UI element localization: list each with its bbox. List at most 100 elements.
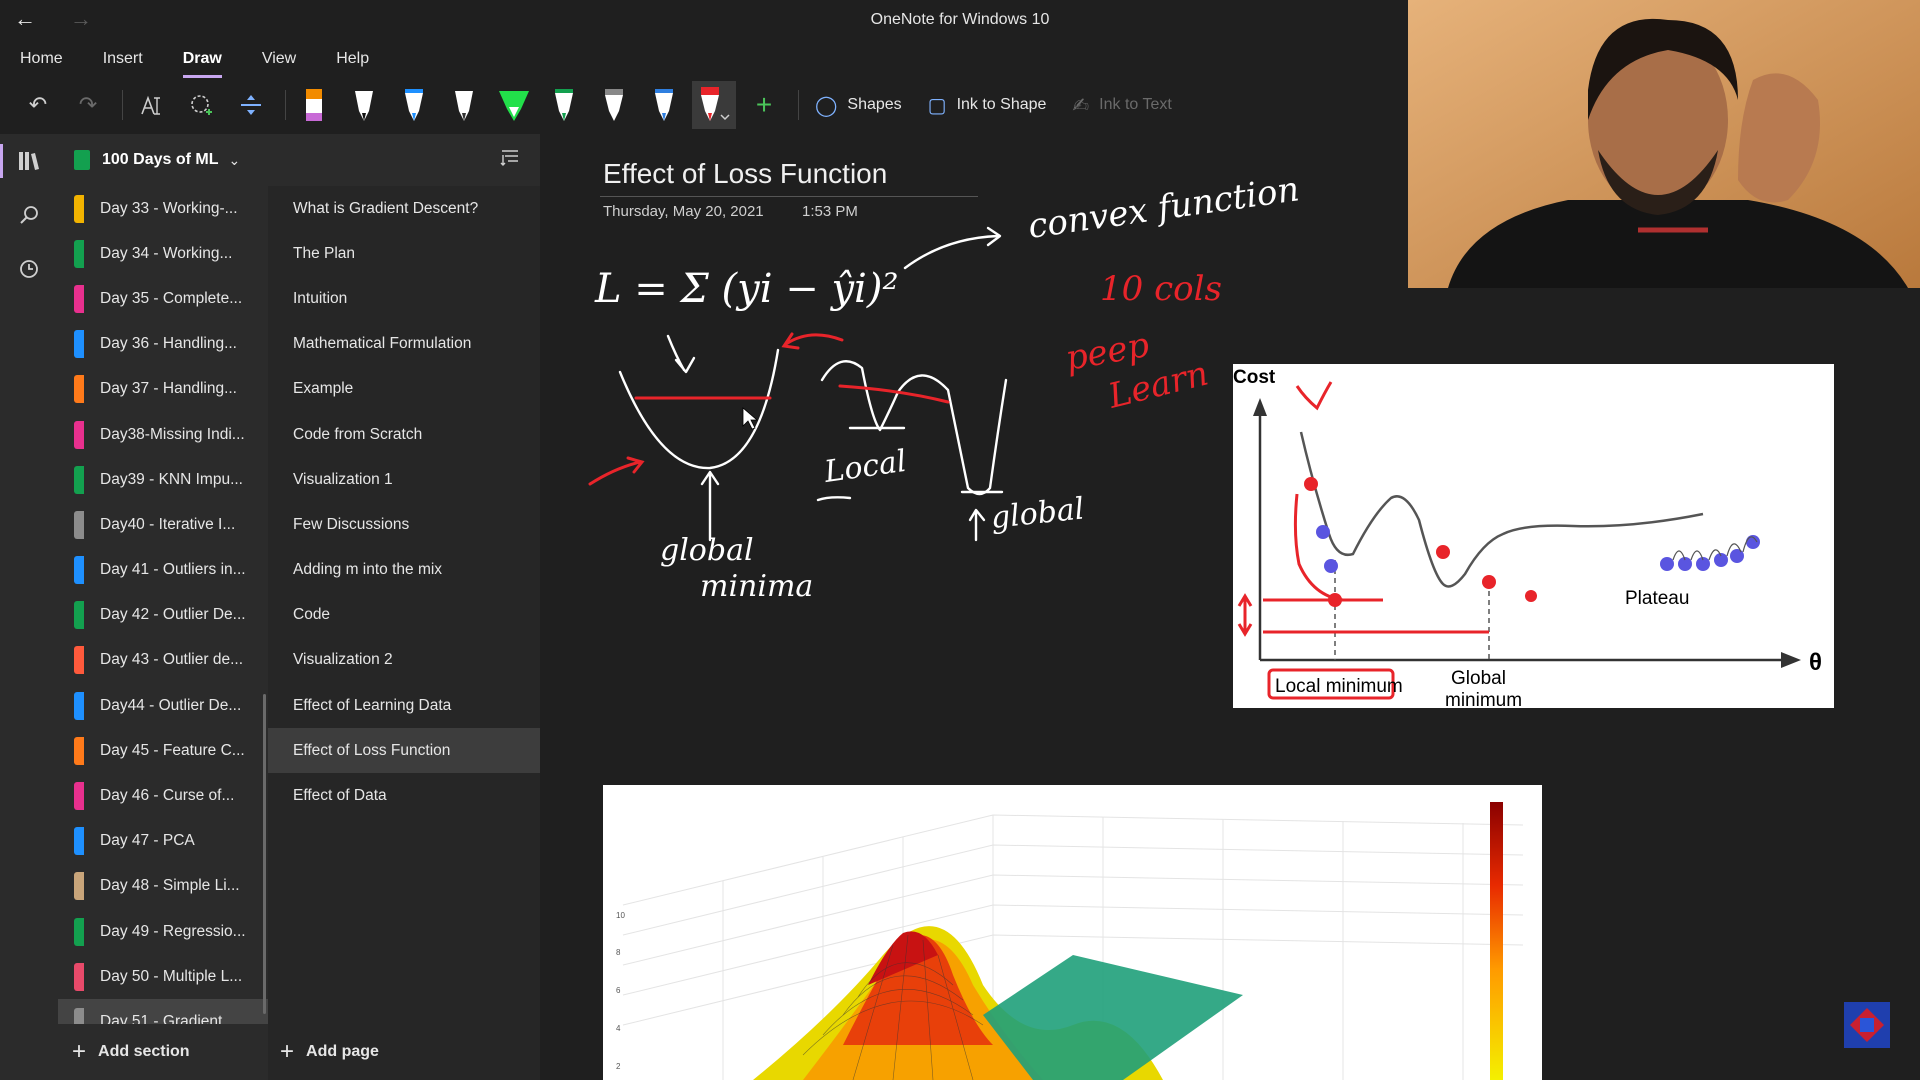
ink-to-text-button[interactable]: ✍ Ink to Text <box>1062 83 1181 127</box>
section-item[interactable]: Day 36 - Handling... <box>58 322 268 367</box>
page-item[interactable]: Effect of Learning Data <box>293 696 452 714</box>
undo-icon[interactable]: ↶ <box>28 92 48 117</box>
add-page-label: Add page <box>306 1043 379 1060</box>
cost-function-image[interactable]: Cost θ Local minimum Global minimum Plat… <box>1233 364 1834 711</box>
pen-red-selected-icon[interactable] <box>692 81 736 129</box>
redo-icon[interactable]: ↷ <box>78 92 98 117</box>
highlighter-green-icon[interactable] <box>492 81 536 129</box>
tab-help[interactable]: Help <box>336 50 370 67</box>
page-item[interactable]: Intuition <box>293 289 348 307</box>
cost-plot: Cost θ Local minimum Global minimum Plat… <box>1233 367 1822 711</box>
section-color-tab <box>74 330 84 359</box>
pen-blue-icon[interactable] <box>392 81 436 129</box>
chevron-down-icon[interactable]: ⌄ <box>228 151 241 168</box>
section-item[interactable]: Day 33 - Working-... <box>58 186 268 231</box>
page-title[interactable]: Effect of Loss Function <box>603 158 888 189</box>
section-color-tab <box>74 556 84 585</box>
page-item[interactable]: Mathematical Formulation <box>293 335 472 353</box>
section-item[interactable]: Day 35 - Complete... <box>58 276 268 321</box>
section-color-tab <box>74 465 84 494</box>
page-item[interactable]: What is Gradient Descent? <box>293 199 479 217</box>
section-scrollbar[interactable] <box>263 694 266 1014</box>
section-item[interactable]: Day 48 - Simple Li... <box>58 864 268 909</box>
page-item[interactable]: Effect of Loss Function <box>268 728 540 774</box>
section-color-tab <box>74 1007 84 1024</box>
shapes-icon: ◯ <box>815 94 838 117</box>
section-item[interactable]: Day 47 - PCA <box>58 819 268 864</box>
section-item[interactable]: Day 37 - Handling... <box>58 367 268 412</box>
section-item[interactable]: Day 46 - Curse of... <box>58 773 268 818</box>
forward-arrow-icon[interactable]: → <box>70 6 92 31</box>
surface-plot: 10 8 6 4 2 <box>616 802 1524 1080</box>
eraser-icon[interactable] <box>292 81 336 129</box>
shapes-label: Shapes <box>847 96 902 113</box>
section-item[interactable]: Day38-Missing Indi... <box>58 412 268 457</box>
cost-ylabel: Cost <box>1233 367 1276 388</box>
page-item[interactable]: Effect of Data <box>293 787 387 805</box>
type-select-icon[interactable] <box>129 83 173 127</box>
page-item[interactable]: The Plan <box>293 244 356 262</box>
recent-clock-icon[interactable] <box>0 242 58 296</box>
section-item[interactable]: Day 45 - Feature C... <box>58 728 268 773</box>
section-label: Day38-Missing Indi... <box>100 425 245 443</box>
section-label: Day 47 - PCA <box>100 832 195 850</box>
pen-black-icon[interactable] <box>342 81 386 129</box>
tab-view[interactable]: View <box>261 50 297 67</box>
lasso-select-icon[interactable] <box>179 83 223 127</box>
section-item[interactable]: Day 51 - Gradient... <box>58 999 268 1024</box>
section-item[interactable]: Day 42 - Outlier De... <box>58 593 268 638</box>
page-item[interactable]: Code <box>293 606 331 624</box>
section-item[interactable]: Day 34 - Working... <box>58 231 268 276</box>
colorbar <box>1490 802 1503 1080</box>
add-page-button[interactable]: + Add page <box>268 1024 540 1080</box>
section-item[interactable]: Day 49 - Regressio... <box>58 909 268 954</box>
shapes-button[interactable]: ◯ Shapes <box>805 83 912 127</box>
notebook-header[interactable]: 100 Days of ML ⌄ <box>58 134 540 186</box>
svg-text:2: 2 <box>616 1062 621 1071</box>
section-item[interactable]: Day44 - Outlier De... <box>58 683 268 728</box>
page-item[interactable]: Visualization 1 <box>293 470 393 488</box>
add-pen-icon[interactable]: + <box>755 89 773 120</box>
page-item[interactable]: Code from Scratch <box>293 425 423 443</box>
page-item[interactable]: Few Discussions <box>293 515 410 533</box>
add-space-icon[interactable] <box>229 83 273 127</box>
page-item[interactable]: Adding m into the mix <box>293 561 443 579</box>
app-title: OneNote for Windows 10 <box>870 11 1050 28</box>
section-label: Day 33 - Working-... <box>100 199 238 217</box>
section-color-tab <box>74 782 84 811</box>
pen-lightblue-icon[interactable] <box>642 81 686 129</box>
tab-insert[interactable]: Insert <box>102 50 143 67</box>
page-item[interactable]: Example <box>293 380 354 398</box>
page-time: 1:53 PM <box>802 203 858 220</box>
search-icon[interactable] <box>0 188 58 242</box>
section-item[interactable]: Day40 - Iterative I... <box>58 502 268 547</box>
section-label: Day 51 - Gradient... <box>100 1012 236 1024</box>
pen-green-icon[interactable] <box>542 81 586 129</box>
section-item[interactable]: Day39 - KNN Impu... <box>58 457 268 502</box>
pen-dark-icon[interactable] <box>442 81 486 129</box>
surface-plot-image[interactable]: 10 8 6 4 2 <box>603 785 1542 1080</box>
section-item[interactable]: Day 50 - Multiple L... <box>58 954 268 999</box>
section-label: Day 43 - Outlier de... <box>100 651 244 669</box>
section-color-tab <box>74 691 84 720</box>
section-item[interactable]: Day 43 - Outlier de... <box>58 638 268 683</box>
section-label: Day 48 - Simple Li... <box>100 877 240 895</box>
section-color-tab <box>74 646 84 675</box>
page-item[interactable]: Visualization 2 <box>293 651 393 669</box>
back-arrow-icon[interactable]: ← <box>14 6 36 31</box>
section-item[interactable]: Day 41 - Outliers in... <box>58 548 268 593</box>
plateau-label: Plateau <box>1625 588 1689 609</box>
tab-draw[interactable]: Draw <box>163 42 242 78</box>
global-minimum-label-1: Global <box>1451 668 1506 689</box>
ink-to-shape-button[interactable]: ▢ Ink to Shape <box>918 83 1057 127</box>
section-label: Day40 - Iterative I... <box>100 515 236 533</box>
add-section-button[interactable]: + Add section <box>58 1024 268 1080</box>
section-label: Day 36 - Handling... <box>100 335 237 353</box>
sort-icon[interactable] <box>500 148 520 171</box>
notebooks-icon[interactable] <box>0 134 58 188</box>
section-label: Day 49 - Regressio... <box>100 922 246 940</box>
section-label: Day 35 - Complete... <box>100 289 243 307</box>
tab-home[interactable]: Home <box>20 50 63 67</box>
section-label: Day 34 - Working... <box>100 244 233 262</box>
pencil-gray-icon[interactable] <box>592 81 636 129</box>
